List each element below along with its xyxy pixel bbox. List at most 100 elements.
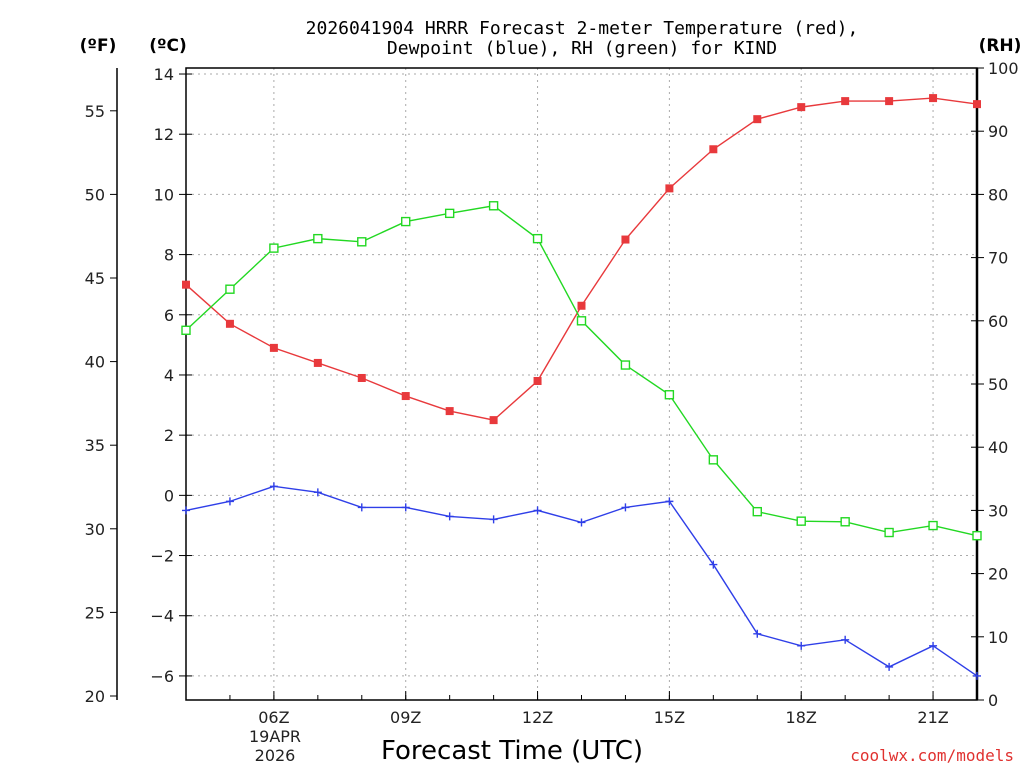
chart-title-line-1: 2026041904 HRRR Forecast 2-meter Tempera… (306, 18, 859, 39)
rh-point (972, 530, 982, 541)
celsius-tick-label: 6 (164, 306, 174, 325)
dewpoint-point (797, 641, 806, 650)
temperature-point (445, 407, 454, 416)
temperature-point (929, 94, 938, 103)
rh-tick-label: 80 (988, 185, 1008, 204)
dewpoint-point (357, 503, 366, 512)
dewpoint-point (401, 503, 410, 512)
rh-point (357, 237, 367, 247)
rh-point (576, 316, 587, 326)
dewpoint-point (709, 560, 718, 569)
temperature-point (621, 235, 630, 244)
plot-frame (185, 67, 978, 701)
rh-point (313, 233, 323, 244)
temperature-point (182, 280, 190, 289)
fahrenheit-tick-label: 40 (85, 353, 105, 372)
date-label-day: 19APR (249, 727, 301, 746)
dewpoint-point (885, 662, 894, 671)
x-tick-label: 18Z (786, 708, 817, 727)
celsius-tick-label: 8 (164, 246, 174, 265)
rh-point (708, 455, 719, 465)
dewpoint-point (665, 497, 674, 506)
dewpoint-point (621, 503, 630, 512)
rh-point (620, 360, 631, 370)
rh-point (840, 517, 850, 527)
temperature-point (401, 392, 410, 401)
temperature-point (269, 343, 278, 352)
rh-point (401, 216, 411, 227)
fahrenheit-unit-label: (ºF) (80, 36, 117, 56)
fahrenheit-tick-label: 30 (85, 520, 105, 539)
dewpoint-point (313, 488, 322, 497)
rh-tick-label: 70 (988, 249, 1008, 268)
rh-tick-label: 40 (988, 438, 1008, 457)
temperature-point (313, 358, 322, 367)
temperature-point (533, 376, 542, 385)
dewpoint-point (269, 482, 278, 491)
dewpoint-point (753, 629, 762, 638)
tick-labels: −6 −4 −2 0 2 4 6 8 10 12 14 20 25 30 35 40 45 50 55 0 10 20 30… (85, 59, 1019, 727)
celsius-tick-label: 4 (164, 366, 174, 385)
rh-tick-label: 30 (988, 501, 1008, 520)
dewpoint-line (185, 485, 978, 677)
rh-point (488, 201, 499, 211)
temperature-point (797, 103, 806, 112)
fahrenheit-tick-label: 25 (85, 603, 105, 622)
dewpoint-point (929, 641, 938, 650)
temperature-point (665, 184, 674, 193)
rh-point (181, 325, 191, 335)
data-series (185, 97, 978, 677)
rh-unit-label: (RH) (979, 36, 1022, 56)
rh-tick-label: 20 (988, 565, 1008, 584)
date-label-year: 2026 (255, 746, 296, 765)
rh-point (884, 527, 894, 538)
rh-point (928, 520, 938, 531)
x-tick-label: 21Z (917, 708, 948, 727)
celsius-tick-label: 0 (164, 486, 174, 505)
rh-tick-label: 60 (988, 312, 1008, 331)
temperature-point (841, 97, 850, 106)
dewpoint-point (182, 506, 190, 515)
rh-point (444, 208, 455, 219)
temperature-point (357, 373, 366, 382)
celsius-tick-label: −6 (150, 667, 174, 686)
celsius-tick-label: 2 (164, 426, 174, 445)
dewpoint-point (973, 671, 981, 680)
rh-tick-label: 10 (988, 628, 1008, 647)
celsius-tick-label: 12 (154, 125, 174, 144)
temperature-point (489, 416, 498, 425)
grid-lines (186, 68, 977, 700)
x-tick-label: 12Z (522, 708, 553, 727)
fahrenheit-tick-label: 45 (85, 269, 105, 288)
rh-point (532, 233, 543, 244)
rh-tick-label: 50 (988, 375, 1008, 394)
rh-tick-label: 100 (988, 59, 1019, 78)
rh-tick-label: 90 (988, 122, 1008, 141)
x-axis-title: Forecast Time (UTC) (381, 736, 643, 766)
temperature-point (973, 100, 981, 109)
dewpoint-point (489, 515, 498, 524)
celsius-tick-label: 10 (154, 185, 174, 204)
celsius-tick-label: −4 (150, 607, 174, 626)
temperature-line (185, 97, 978, 421)
temperature-point (753, 115, 762, 124)
temperature-point (885, 97, 894, 106)
data-markers (181, 94, 982, 680)
x-tick-label: 15Z (654, 708, 685, 727)
rh-point (225, 284, 235, 294)
temperature-point (225, 319, 234, 328)
celsius-tick-label: 14 (154, 65, 174, 84)
fahrenheit-tick-label: 20 (85, 687, 105, 706)
celsius-unit-label: (ºC) (149, 36, 187, 56)
dewpoint-point (841, 635, 850, 644)
credit-label: coolwx.com/models (850, 746, 1014, 765)
dewpoint-point (445, 512, 454, 521)
celsius-tick-label: −2 (150, 547, 174, 566)
rh-point (796, 516, 806, 526)
x-tick-label: 06Z (258, 708, 289, 727)
dewpoint-point (533, 506, 542, 515)
temperature-point (709, 145, 718, 154)
axes (110, 67, 984, 701)
rh-tick-label: 0 (988, 691, 998, 710)
